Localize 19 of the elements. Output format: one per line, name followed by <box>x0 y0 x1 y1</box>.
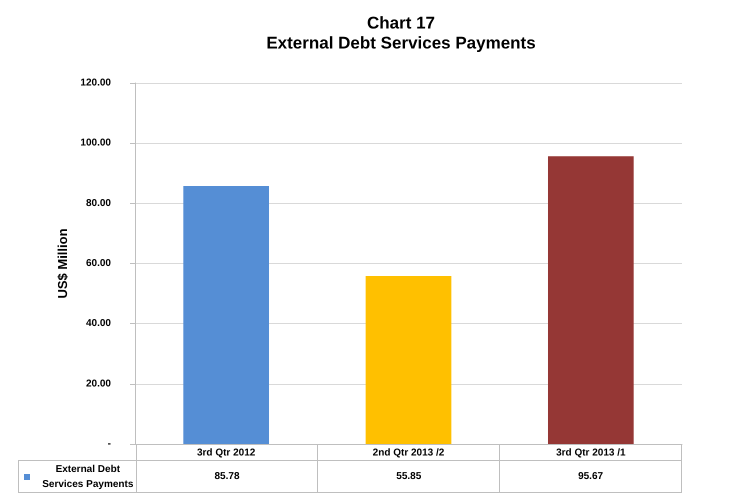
data-label: 55.85 <box>318 460 500 492</box>
bar <box>183 186 270 444</box>
bar <box>548 156 634 444</box>
y-tick-label: 100.00 <box>80 138 112 149</box>
x-tick-label: 3rd Qtr 2012 <box>196 448 256 458</box>
y-axis-title: US$ Million <box>55 228 70 299</box>
x-tick-label: 2nd Qtr 2013 /2 <box>372 448 445 458</box>
y-tick-label: - <box>108 438 111 450</box>
data-label: 85.78 <box>136 460 318 492</box>
chart-title: Chart 17 External Debt Services Payments <box>266 14 536 52</box>
y-tick-label: 60.00 <box>86 258 112 269</box>
y-tick-label: 80.00 <box>86 198 112 209</box>
x-tick-label: 3rd Qtr 2013 /1 <box>556 448 626 458</box>
text: External Debt Services Payments <box>41 462 134 492</box>
y-tick-label: 20.00 <box>86 378 112 390</box>
y-tick-label: 120.00 <box>80 78 112 88</box>
data-label: 95.67 <box>500 460 682 492</box>
bar <box>366 276 452 444</box>
y-tick-label: 40.00 <box>86 318 112 330</box>
